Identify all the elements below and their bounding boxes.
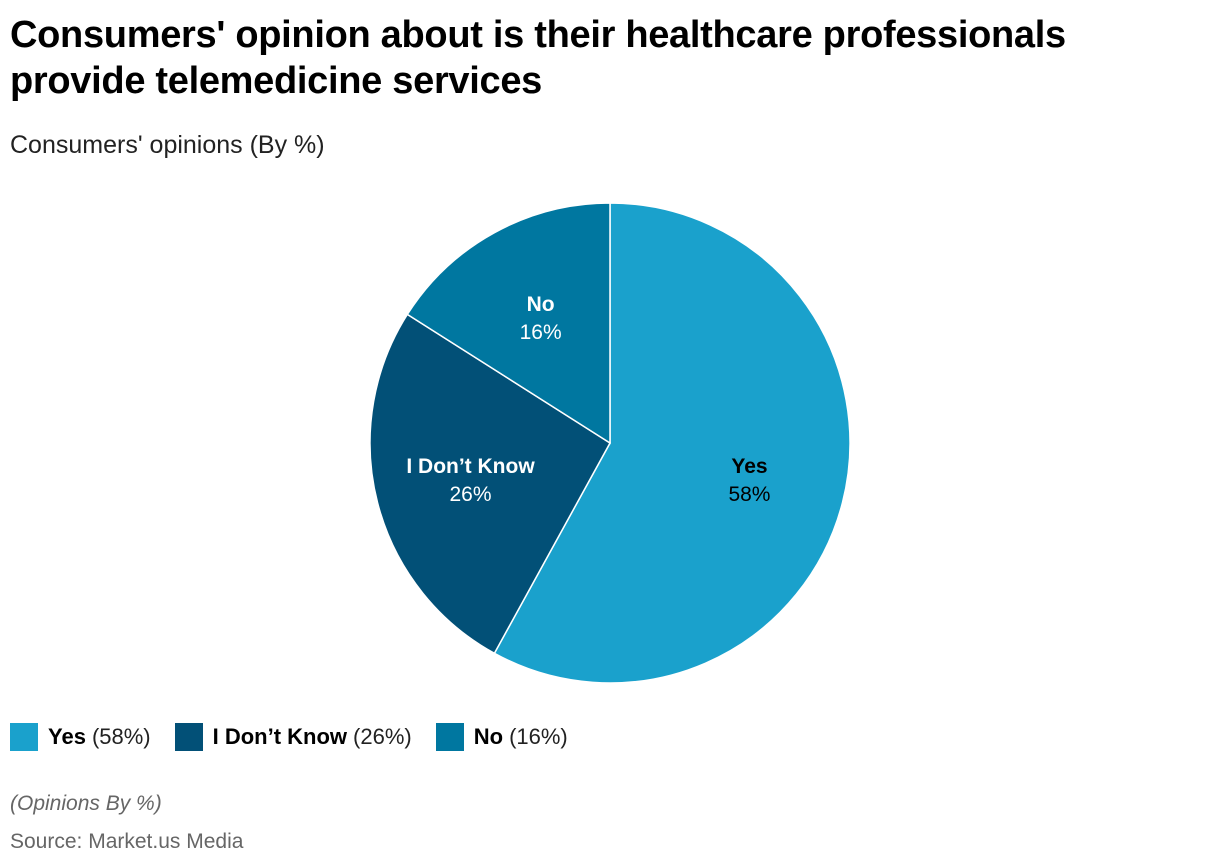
- legend-label-i-dont-know: I Don’t Know: [212, 724, 348, 749]
- legend-item-no[interactable]: No (16%): [435, 723, 568, 751]
- pie-slice-yes[interactable]: [493, 202, 851, 684]
- slice-label-i-don-t-know: I Don’t Know: [406, 455, 535, 478]
- chart-note: (Opinions By %): [10, 792, 162, 815]
- legend-value-no: (16%): [509, 724, 568, 749]
- slice-label-no: No: [527, 293, 555, 316]
- chart-title: Consumers' opinion about is their health…: [10, 14, 1066, 102]
- pie-slice-i-don-t-know[interactable]: [369, 313, 611, 655]
- legend-label-no: No: [473, 724, 504, 749]
- legend-label-yes: Yes: [48, 724, 86, 749]
- slice-value-yes: 58%: [728, 483, 770, 506]
- legend-swatch-no: [435, 723, 464, 751]
- legend: Yes (58%) I Don’t Know (26%) No (16%): [10, 723, 568, 751]
- chart-subtitle: Consumers' opinions (By %): [10, 131, 325, 159]
- legend-swatch-i-dont-know: [174, 723, 203, 751]
- legend-item-i-dont-know[interactable]: I Don’t Know (26%): [174, 723, 412, 751]
- pie-slice-no[interactable]: [406, 202, 611, 445]
- legend-swatch-yes: [10, 723, 38, 751]
- chart-source: Source: Market.us Media: [10, 830, 244, 853]
- slice-label-yes: Yes: [731, 455, 767, 478]
- legend-value-i-dont-know: (26%): [353, 724, 412, 749]
- legend-value-yes: (58%): [91, 724, 151, 749]
- legend-item-yes[interactable]: Yes (58%): [10, 723, 151, 751]
- slice-value-no: 16%: [520, 321, 562, 344]
- slice-value-i-don-t-know: 26%: [450, 483, 492, 506]
